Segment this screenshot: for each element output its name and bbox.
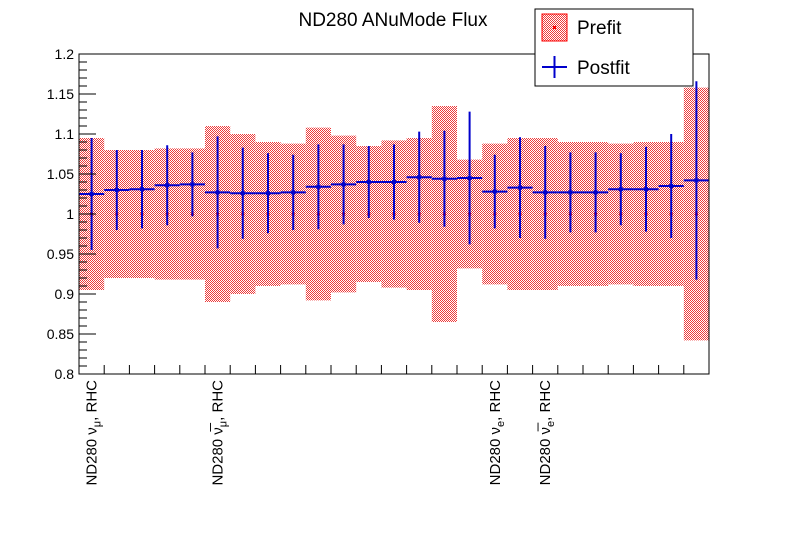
category-label: ND280 ν̅e, RHC (537, 380, 557, 485)
postfit-point (467, 176, 472, 180)
postfit-point (593, 190, 598, 195)
postfit-point (140, 187, 144, 192)
y-tick-label: 0.85 (47, 326, 74, 342)
chart-title: ND280 ANuMode Flux (298, 10, 488, 31)
y-tick-label: 0.8 (55, 366, 75, 382)
postfit-point (240, 191, 245, 196)
postfit-point (543, 190, 548, 195)
postfit-point (190, 182, 195, 187)
postfit-point (417, 175, 422, 180)
category-label: ND280 ν̅μ, RHC (210, 380, 230, 486)
postfit-point (341, 182, 346, 187)
category-label: ND280 νe, RHC (487, 380, 507, 485)
x-axis (103, 365, 685, 374)
postfit-point (114, 188, 119, 192)
postfit-point (165, 183, 170, 188)
y-tick-label: 1.05 (47, 166, 74, 182)
y-tick-label: 1.2 (55, 46, 75, 62)
legend-prefit-label: Prefit (577, 18, 622, 39)
y-axis: 0.8 0.85 0.9 0.95 1 1.05 1.1 1.15 1.2 (47, 46, 96, 382)
legend: Prefit Postfit (534, 8, 694, 87)
category-label: ND280 νμ, RHC (84, 380, 104, 486)
postfit-point (618, 187, 623, 192)
postfit-point (89, 192, 94, 196)
postfit-point (215, 190, 220, 195)
postfit-point (694, 178, 699, 183)
category-labels: ND280 νμ, RHC ND280 ν̅μ, RHC ND280 νe, RHC… (84, 380, 558, 486)
postfit-point (366, 180, 371, 184)
y-tick-label: 1 (66, 206, 74, 222)
y-tick-label: 0.95 (47, 246, 74, 262)
y-tick-label: 1.15 (47, 86, 74, 102)
postfit-point (518, 185, 522, 190)
postfit-point (669, 184, 674, 188)
postfit-point (316, 184, 321, 189)
postfit-point (291, 190, 296, 195)
y-tick-label: 0.9 (55, 286, 75, 302)
prefit-band-layer (79, 87, 709, 341)
postfit-point (492, 189, 497, 194)
postfit-point (392, 180, 396, 184)
postfit-point (568, 190, 573, 195)
postfit-point (442, 176, 447, 181)
postfit-point (644, 187, 648, 192)
legend-prefit-marker (553, 26, 556, 29)
postfit-points-layer (79, 81, 709, 280)
postfit-point (266, 191, 270, 196)
legend-postfit-label: Postfit (577, 58, 631, 79)
y-tick-label: 1.1 (55, 126, 75, 142)
